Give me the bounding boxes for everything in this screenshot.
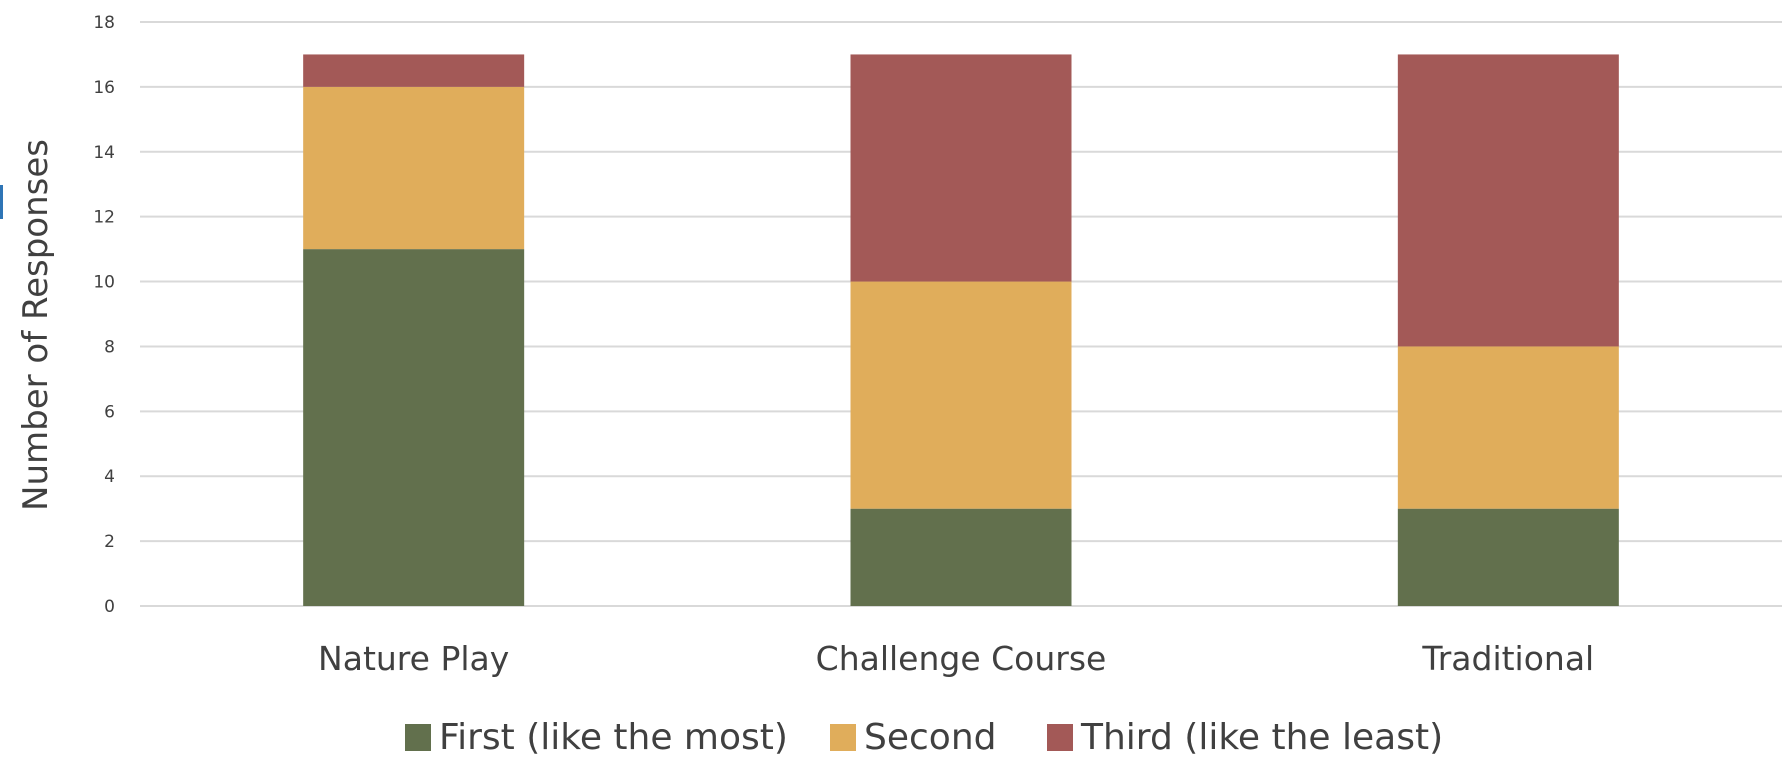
y-axis-ticks: 0 2 4 6 8 10 12 14 16 18 (93, 13, 115, 617)
y-tick-label: 10 (93, 273, 115, 293)
x-category-label: Traditional (1421, 639, 1594, 678)
x-category-label: Nature Play (318, 639, 509, 678)
bar-segment-2-0 (1397, 508, 1619, 606)
y-tick-label: 0 (104, 597, 115, 617)
bars (303, 54, 1619, 606)
legend-swatch (830, 724, 856, 751)
legend-swatch (405, 724, 431, 751)
x-category-label: Challenge Course (816, 639, 1107, 678)
bar-segment-0-2 (303, 54, 525, 87)
bar-segment-2-1 (1397, 346, 1619, 509)
bar-segment-1-1 (850, 281, 1072, 509)
y-tick-label: 18 (93, 13, 115, 33)
y-tick-label: 2 (104, 532, 115, 552)
x-axis-categories: Nature Play Challenge Course Traditional (318, 639, 1594, 678)
bar-segment-1-2 (850, 54, 1072, 282)
legend: First (like the most) Second Third (like t… (405, 717, 1443, 758)
bar-segment-1-0 (850, 508, 1072, 606)
legend-label: Second (864, 717, 997, 758)
y-tick-label: 14 (93, 143, 115, 163)
legend-label: First (like the most) (439, 717, 788, 758)
y-axis-title: Number of Responses (16, 139, 56, 511)
bar-segment-2-2 (1397, 54, 1619, 347)
bar-segment-0-0 (303, 249, 525, 606)
legend-swatch (1047, 724, 1073, 751)
y-tick-label: 4 (104, 467, 115, 487)
legend-label: Third (like the least) (1080, 717, 1443, 758)
y-tick-label: 6 (104, 402, 115, 422)
chart-left-edge-mark (0, 185, 3, 219)
y-tick-label: 12 (93, 208, 115, 228)
y-tick-label: 8 (104, 337, 115, 357)
bar-segment-0-1 (303, 86, 525, 250)
y-tick-label: 16 (93, 78, 115, 98)
